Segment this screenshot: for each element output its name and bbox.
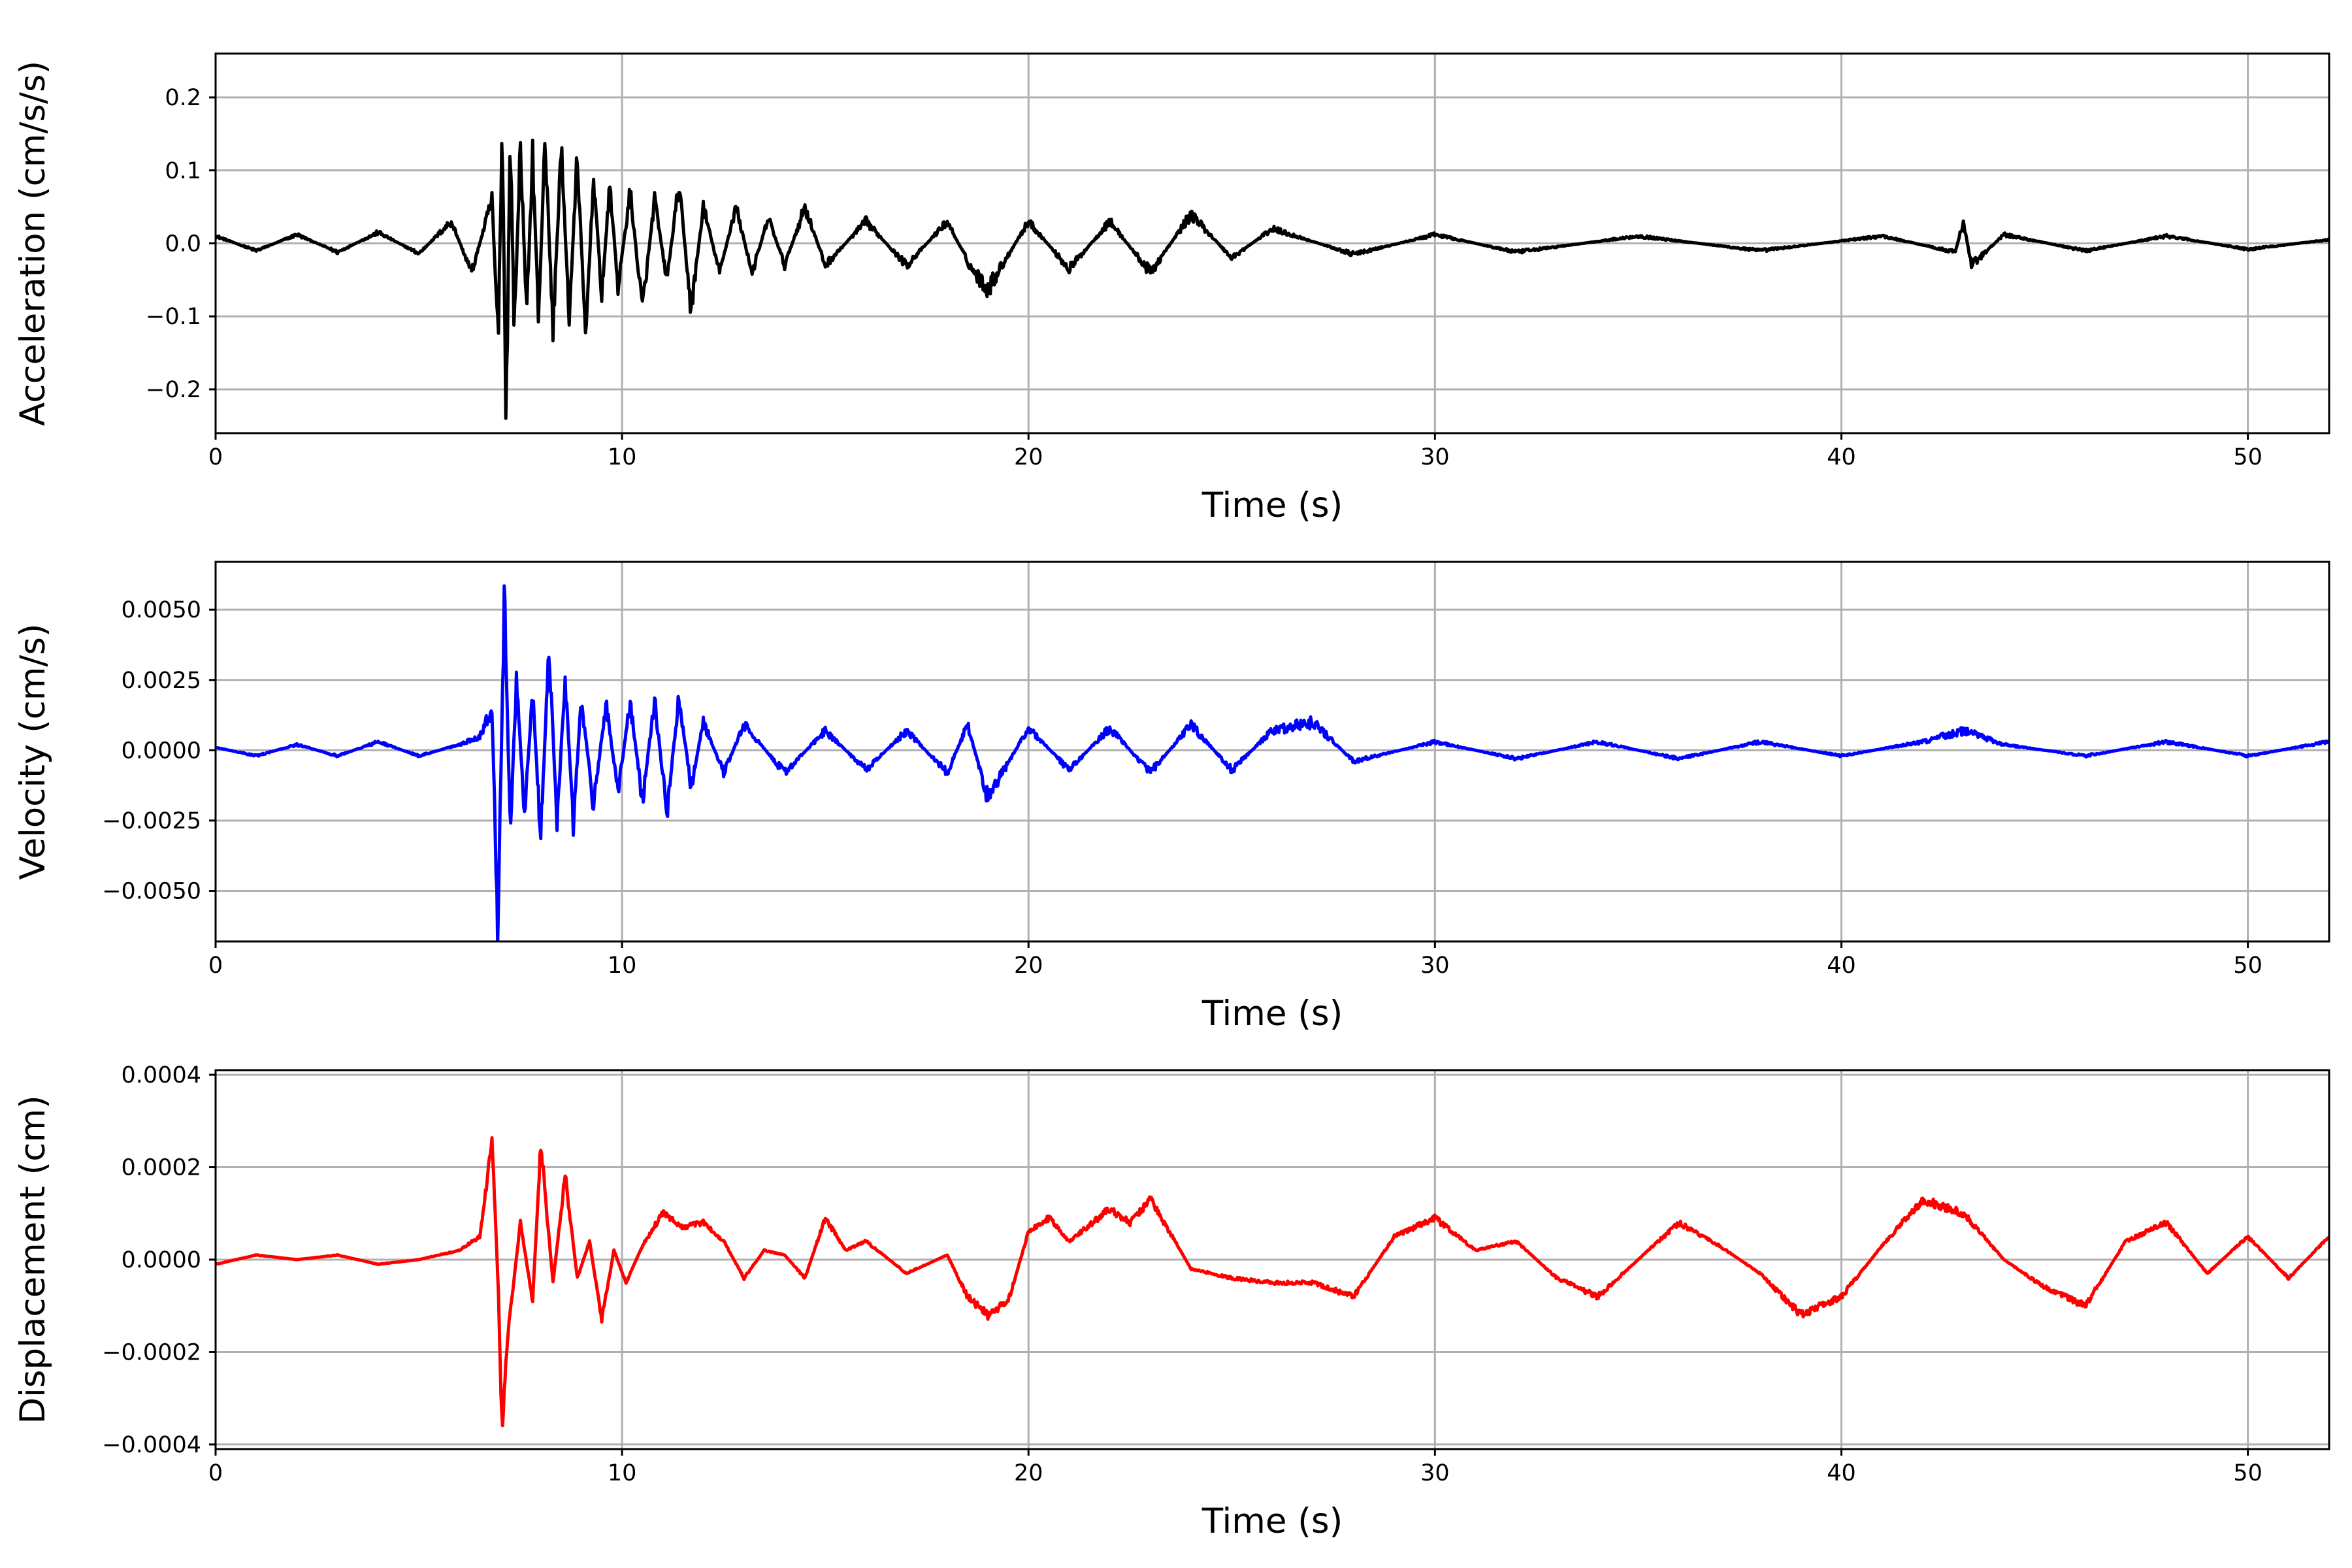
acceleration-trace (216, 139, 2329, 420)
y-tick-label: −0.0050 (102, 879, 201, 905)
x-tick-label: 40 (1827, 444, 1856, 470)
x-axis-label: Time (s) (1201, 1501, 1343, 1541)
velocity-trace (216, 584, 2329, 941)
displacement-panel: 0 10 20 30 40 50 −0.0004 −0.0002 0.0000 0.0002 0.0… (13, 1062, 2330, 1541)
x-tick-label: 20 (1014, 1460, 1043, 1486)
x-tick-label: 30 (1420, 444, 1450, 470)
y-tick-label: −0.0002 (102, 1339, 201, 1365)
y-tick-label: −0.1 (146, 304, 201, 330)
y-tick-label: −0.2 (146, 377, 201, 403)
y-axis-label: Acceleration (cm/s/s) (13, 61, 53, 426)
y-tick-label: 0.0004 (122, 1062, 201, 1088)
x-tick-label: 20 (1014, 953, 1043, 979)
displacement-trace (216, 1136, 2329, 1428)
x-tick-label: 0 (208, 1460, 223, 1486)
x-axis-label: Time (s) (1201, 994, 1343, 1034)
y-axis-label: Displacement (cm) (13, 1095, 53, 1424)
x-tick-label: 20 (1014, 444, 1043, 470)
velocity-panel: 0 10 20 30 40 50 −0.0050 −0.0025 0.0000 0.0025 0.0… (13, 561, 2330, 1034)
y-tick-label: −0.0004 (102, 1432, 201, 1458)
velocity-axes-frame (214, 561, 2330, 943)
y-tick-label: 0.1 (165, 158, 201, 184)
y-tick-label: 0.0025 (122, 668, 201, 694)
x-tick-label: 50 (2233, 1460, 2262, 1486)
x-tick-label: 50 (2233, 444, 2262, 470)
y-tick-label: 0.0000 (122, 1247, 201, 1273)
x-axis-label: Time (s) (1201, 485, 1343, 525)
y-tick-label: −0.0025 (102, 808, 201, 834)
x-tick-label: 0 (208, 953, 223, 979)
y-tick-label: 0.0002 (122, 1155, 201, 1181)
y-tick-label: 0.0000 (122, 738, 201, 764)
y-tick-label: 0.0 (165, 231, 201, 257)
x-tick-label: 40 (1827, 1460, 1856, 1486)
x-tick-label: 10 (608, 444, 637, 470)
x-tick-label: 10 (608, 953, 637, 979)
x-tick-label: 30 (1420, 1460, 1450, 1486)
x-tick-label: 0 (208, 444, 223, 470)
y-tick-label: 0.0050 (122, 597, 201, 623)
acceleration-panel: 0 10 20 30 40 50 −0.2 −0.1 0.0 0.1 0.2 Time (s) Acce… (13, 52, 2330, 525)
x-tick-label: 50 (2233, 953, 2262, 979)
y-axis-label: Velocity (cm/s) (13, 623, 53, 879)
x-tick-label: 40 (1827, 953, 1856, 979)
x-tick-label: 10 (608, 1460, 637, 1486)
x-tick-label: 30 (1420, 953, 1450, 979)
y-tick-label: 0.2 (165, 85, 201, 111)
